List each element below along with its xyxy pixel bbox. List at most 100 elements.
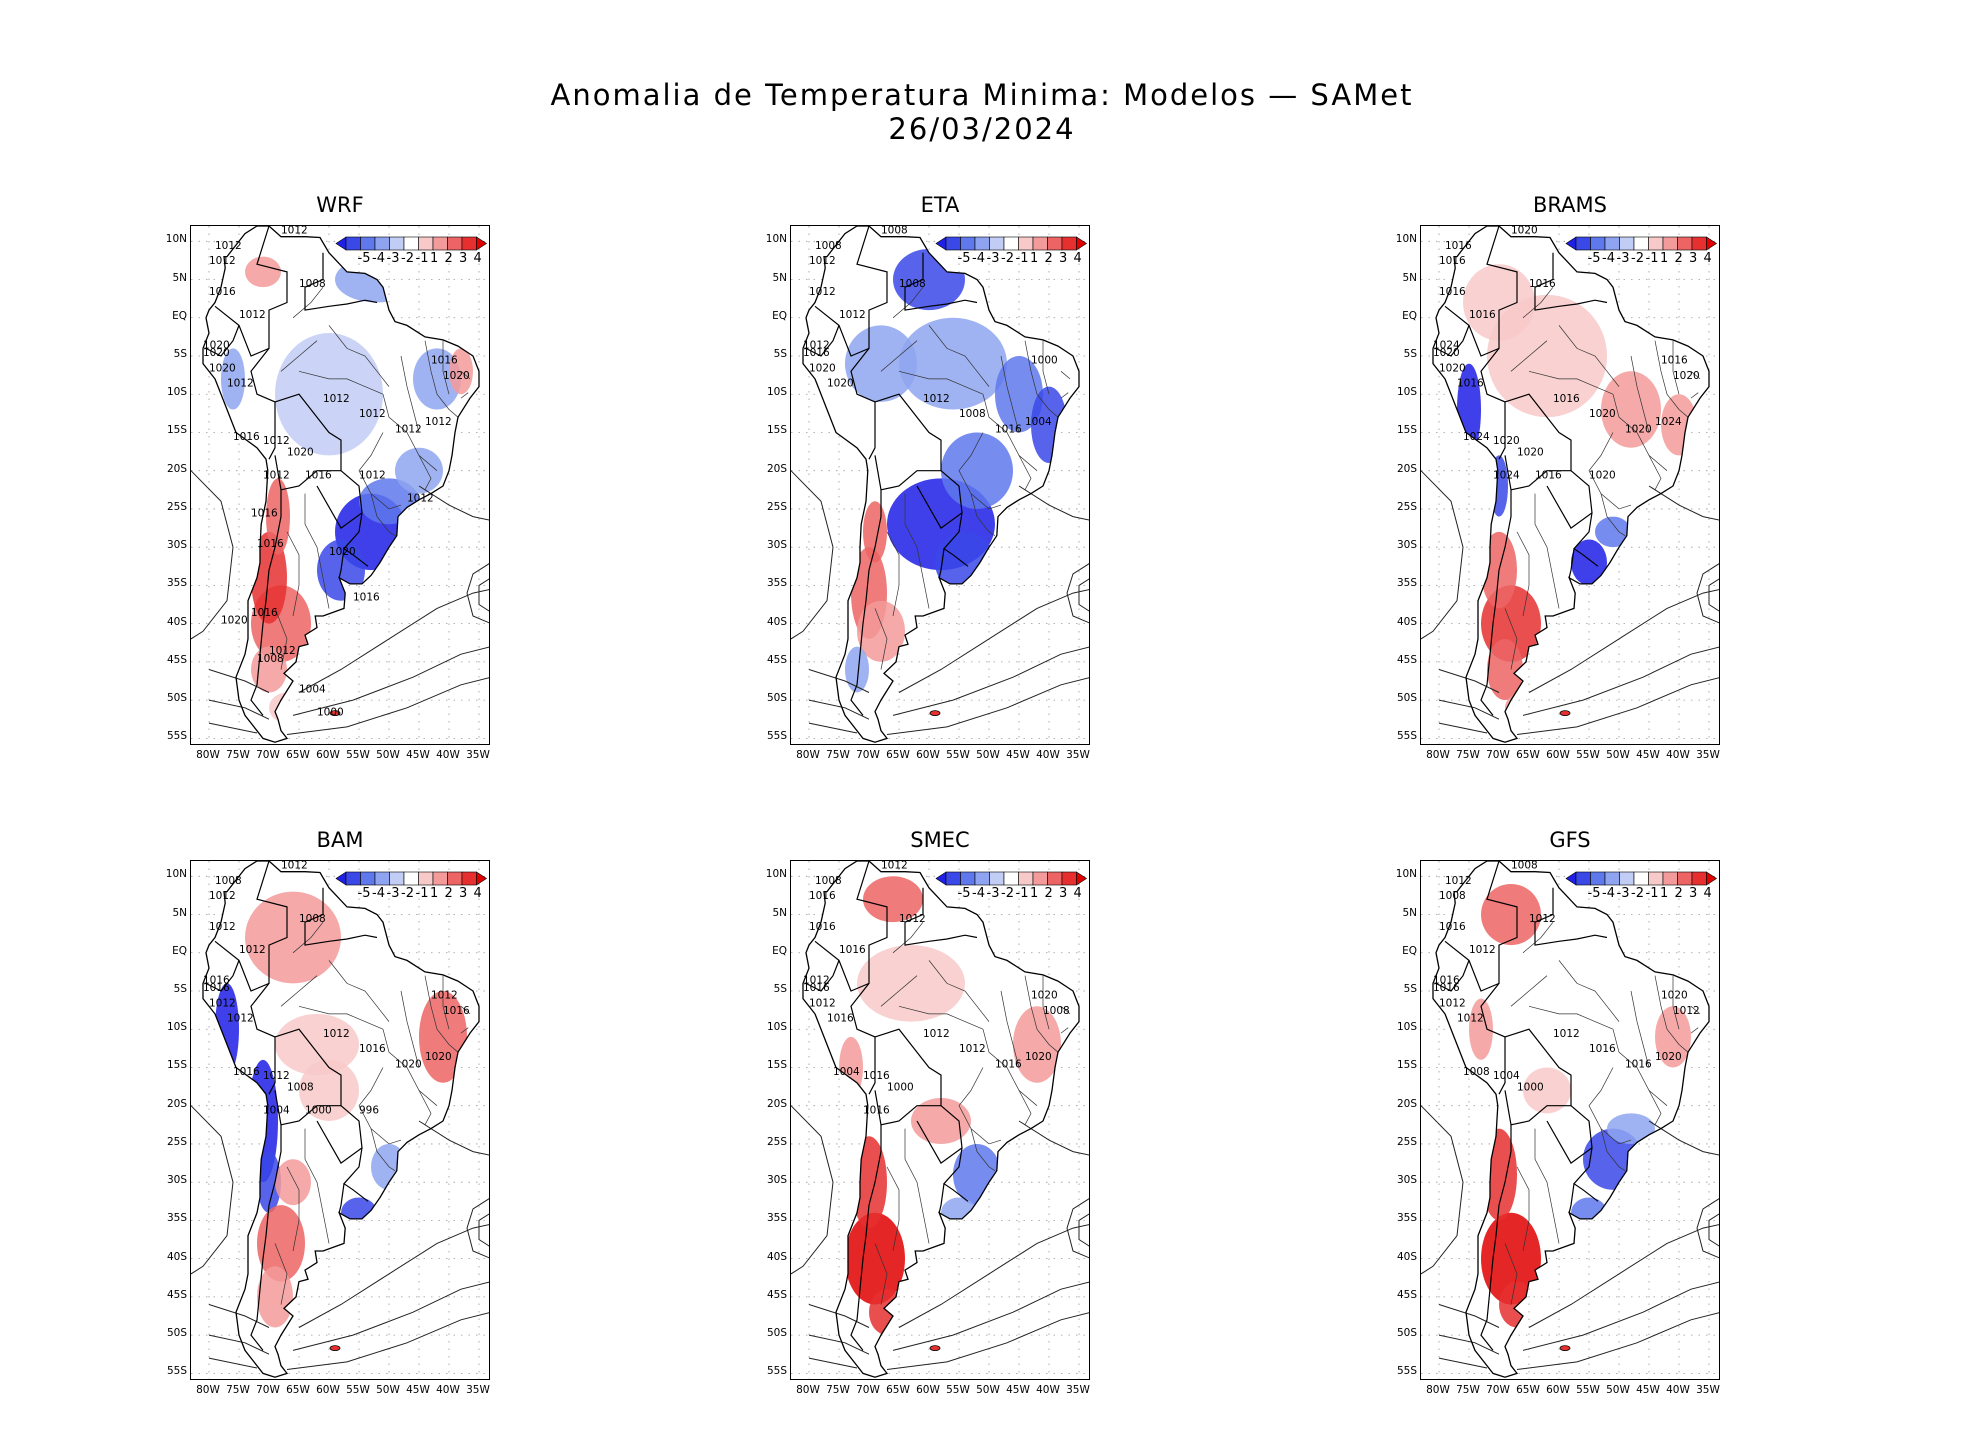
country-border <box>304 887 378 946</box>
longitude-label: 50W <box>976 1384 1000 1396</box>
state-border <box>442 340 450 395</box>
isobar-label: 1004 <box>833 1066 860 1078</box>
colorbar-label: -1 <box>416 886 429 901</box>
state-border <box>1060 1006 1071 1015</box>
country-border <box>205 960 240 992</box>
latitude-label: 10S <box>766 386 787 399</box>
latitude-label: 10N <box>1395 868 1417 881</box>
longitude-label: 65W <box>1516 749 1540 761</box>
colorbar-label: 4 <box>1074 886 1082 901</box>
colorbar-label: -2 <box>1631 886 1644 901</box>
state-border <box>1558 325 1620 387</box>
latitude-label: 5S <box>773 983 787 995</box>
colorbar-label: -2 <box>401 886 414 901</box>
colorbar-swatch <box>1047 871 1063 886</box>
state-border <box>370 493 396 536</box>
colorbar-label: -3 <box>987 886 1000 901</box>
isobar-label: 1012 <box>803 974 830 986</box>
latitude-label: 30S <box>166 539 187 552</box>
colorbar-label: 1 <box>1030 251 1038 266</box>
colorbar-label: -2 <box>1631 251 1644 266</box>
latitude-label: 15S <box>1396 1059 1417 1072</box>
map-frame: 1008 1008 1012 1008 1012 1012 1012 1016 1020 1020… <box>790 225 1090 745</box>
anomaly-region <box>1523 1067 1571 1114</box>
map-canvas: 1008100810121008101210121012101610201020… <box>791 226 1089 744</box>
map-canvas: 1008101210081012101610121016101610121012… <box>1421 861 1719 1379</box>
isobar-label: 1016 <box>803 982 830 994</box>
colorbar-swatch <box>1061 236 1077 251</box>
map-canvas: 1012101210121008101610121020102010201012… <box>191 226 489 744</box>
isobar-label: 1020 <box>287 446 314 458</box>
isobar-label: 1024 <box>1433 339 1460 351</box>
colorbar-label: -4 <box>972 886 985 901</box>
longitude-label: 70W <box>256 1384 280 1396</box>
isobar-label: 1016 <box>1625 1058 1652 1070</box>
latitude-label: 10N <box>765 868 787 881</box>
isobar-label: 1008 <box>299 913 326 925</box>
anomaly-region <box>275 1013 359 1076</box>
isobar-label: 1020 <box>209 362 236 374</box>
anomaly-region <box>1595 516 1631 548</box>
latitude-label: 55S <box>766 730 787 743</box>
isobar-label: 1012 <box>1445 875 1472 887</box>
longitude-label: 55W <box>946 1384 970 1396</box>
country-border <box>1444 226 1518 357</box>
isobar-label: 1012 <box>359 408 386 420</box>
state-border <box>1648 455 1662 490</box>
isobar-label: 1020 <box>1439 362 1466 374</box>
isobar-line <box>286 1312 489 1370</box>
country-border <box>805 325 840 357</box>
longitude-label: 65W <box>886 1384 910 1396</box>
colorbar-label: -4 <box>372 886 385 901</box>
isobar-label: 1012 <box>263 435 290 447</box>
isobar-line <box>208 1304 270 1328</box>
colorbar-label: 4 <box>474 886 482 901</box>
country-border <box>850 1124 882 1351</box>
isobar-label: 1020 <box>1625 423 1652 435</box>
anomaly-region <box>869 1289 905 1336</box>
country-border <box>1435 960 1470 992</box>
isobar-label: 1016 <box>353 592 380 604</box>
colorbar-label: -1 <box>1016 886 1029 901</box>
latitude-label: 20S <box>166 462 187 475</box>
longitude-label: 60W <box>1546 1384 1570 1396</box>
colorbar-swatch <box>1590 236 1606 251</box>
colorbar-swatch <box>360 871 376 886</box>
state-border <box>1510 340 1548 372</box>
latitude-label: 10S <box>766 1021 787 1034</box>
colorbar-label: 3 <box>1059 886 1067 901</box>
anomaly-region <box>269 692 305 724</box>
latitude-label: 55S <box>166 1365 187 1378</box>
latitude-label: 5S <box>173 348 187 360</box>
longitude-label: 45W <box>1636 749 1660 761</box>
colorbar-label: -3 <box>1617 251 1630 266</box>
anomaly-region <box>857 945 965 1022</box>
colorbar-swatch <box>345 871 361 886</box>
longitude-label: 60W <box>316 1384 340 1396</box>
latitude-label: 25S <box>166 1135 187 1148</box>
country-border <box>1480 983 1506 1095</box>
isobar-label: 1016 <box>251 508 278 520</box>
colorbar-label: 4 <box>1704 886 1712 901</box>
longitude-label: 45W <box>1636 1384 1660 1396</box>
longitude-label: 55W <box>346 1384 370 1396</box>
map-frame: 1020 1016 1016 1016 1016 1016 1024 1020 1020 1016… <box>1420 225 1720 745</box>
isobar-line <box>1516 677 1719 735</box>
colorbar-label: 3 <box>1059 251 1067 266</box>
isobar-label: 1016 <box>305 469 332 481</box>
colorbar-label: 1 <box>1030 886 1038 901</box>
colorbar-label: 4 <box>1704 251 1712 266</box>
state-border <box>400 355 420 433</box>
isobar-line <box>1648 1120 1719 1156</box>
isobar-label: 1020 <box>203 347 230 359</box>
latitude-label: 20S <box>1396 462 1417 475</box>
country-border <box>205 325 240 357</box>
country-border <box>250 489 282 716</box>
coastline <box>202 226 480 743</box>
isobar-label: 1016 <box>809 921 836 933</box>
isobar-label: 1020 <box>425 1051 452 1063</box>
colorbar-swatch <box>461 236 477 251</box>
country-border <box>214 226 288 357</box>
colorbar-label: 2 <box>1675 251 1683 266</box>
anomaly-region <box>257 1151 281 1213</box>
